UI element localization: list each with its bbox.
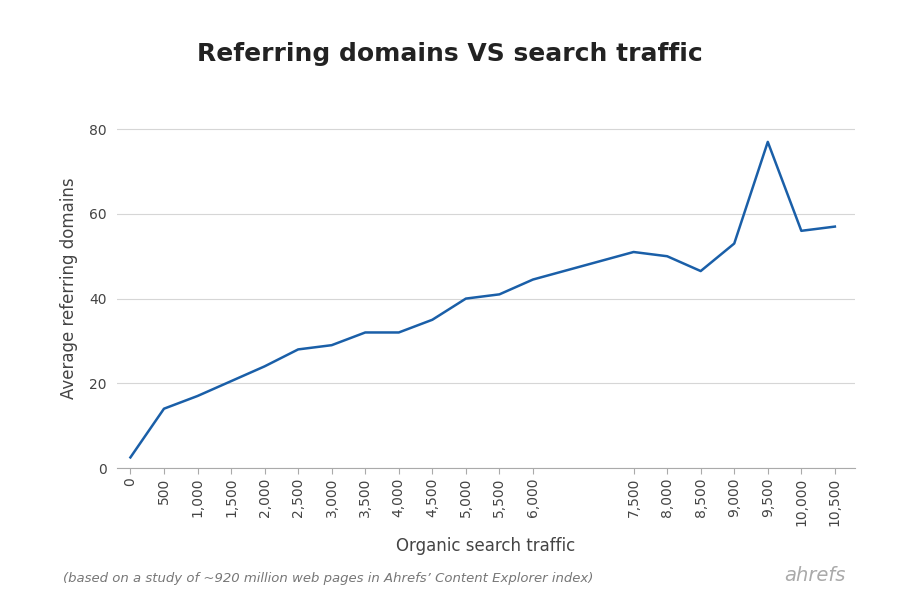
Y-axis label: Average referring domains: Average referring domains <box>59 177 77 399</box>
Text: ahrefs: ahrefs <box>785 566 846 585</box>
X-axis label: Organic search traffic: Organic search traffic <box>396 537 576 555</box>
Text: (based on a study of ~920 million web pages in Ahrefs’ Content Explorer index): (based on a study of ~920 million web pa… <box>63 572 593 585</box>
Text: Referring domains VS search traffic: Referring domains VS search traffic <box>197 42 703 66</box>
